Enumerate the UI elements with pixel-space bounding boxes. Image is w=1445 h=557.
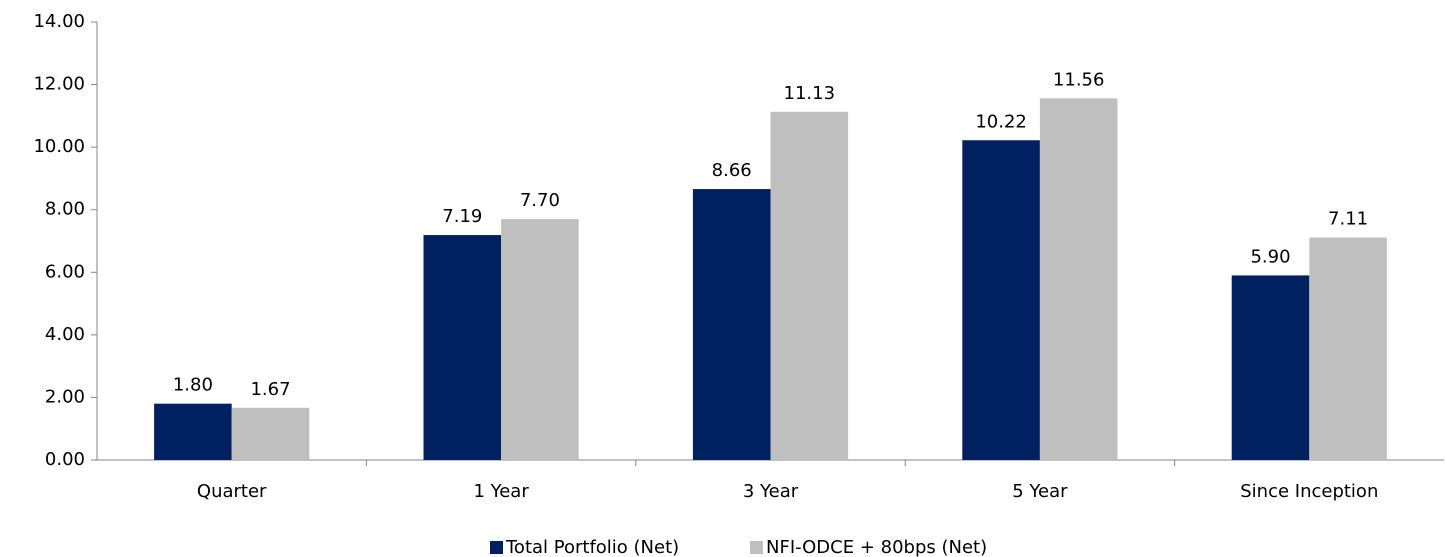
bar [154,403,232,460]
y-tick-label: 2.00 [45,386,85,407]
legend-swatch [750,541,763,554]
data-label: 1.67 [250,379,290,400]
x-tick-label: 3 Year [743,481,799,502]
bar [501,219,579,460]
x-tick-label: 5 Year [1012,481,1068,502]
y-tick-label: 14.00 [33,11,85,32]
y-tick-label: 12.00 [33,74,85,95]
y-tick-label: 0.00 [45,449,85,470]
data-label: 7.19 [442,206,482,227]
bar [423,235,502,460]
bar [692,189,771,460]
data-label: 7.70 [520,190,560,211]
bar [1309,237,1387,460]
x-tick-label: Quarter [197,481,267,502]
legend-label: Total Portfolio (Net) [505,537,679,557]
data-label: 5.90 [1250,246,1290,267]
bar [962,140,1040,460]
data-label: 11.13 [784,83,836,104]
x-tick-label: 1 Year [473,481,529,502]
legend-swatch [490,541,503,554]
y-tick-label: 4.00 [45,324,85,345]
y-tick-label: 8.00 [45,199,85,220]
bar [1231,275,1310,460]
bar [1039,98,1118,460]
legend-label: NFI-ODCE + 80bps (Net) [766,537,987,557]
data-label: 10.22 [975,111,1027,132]
data-label: 1.80 [173,375,213,396]
y-tick-label: 10.00 [33,136,85,157]
x-tick-label: Since Inception [1240,481,1378,502]
y-tick-label: 6.00 [45,261,85,282]
bar [770,111,849,460]
data-label: 7.11 [1328,209,1368,230]
data-label: 8.66 [712,160,752,181]
data-label: 11.56 [1053,69,1105,90]
bar [231,407,310,460]
